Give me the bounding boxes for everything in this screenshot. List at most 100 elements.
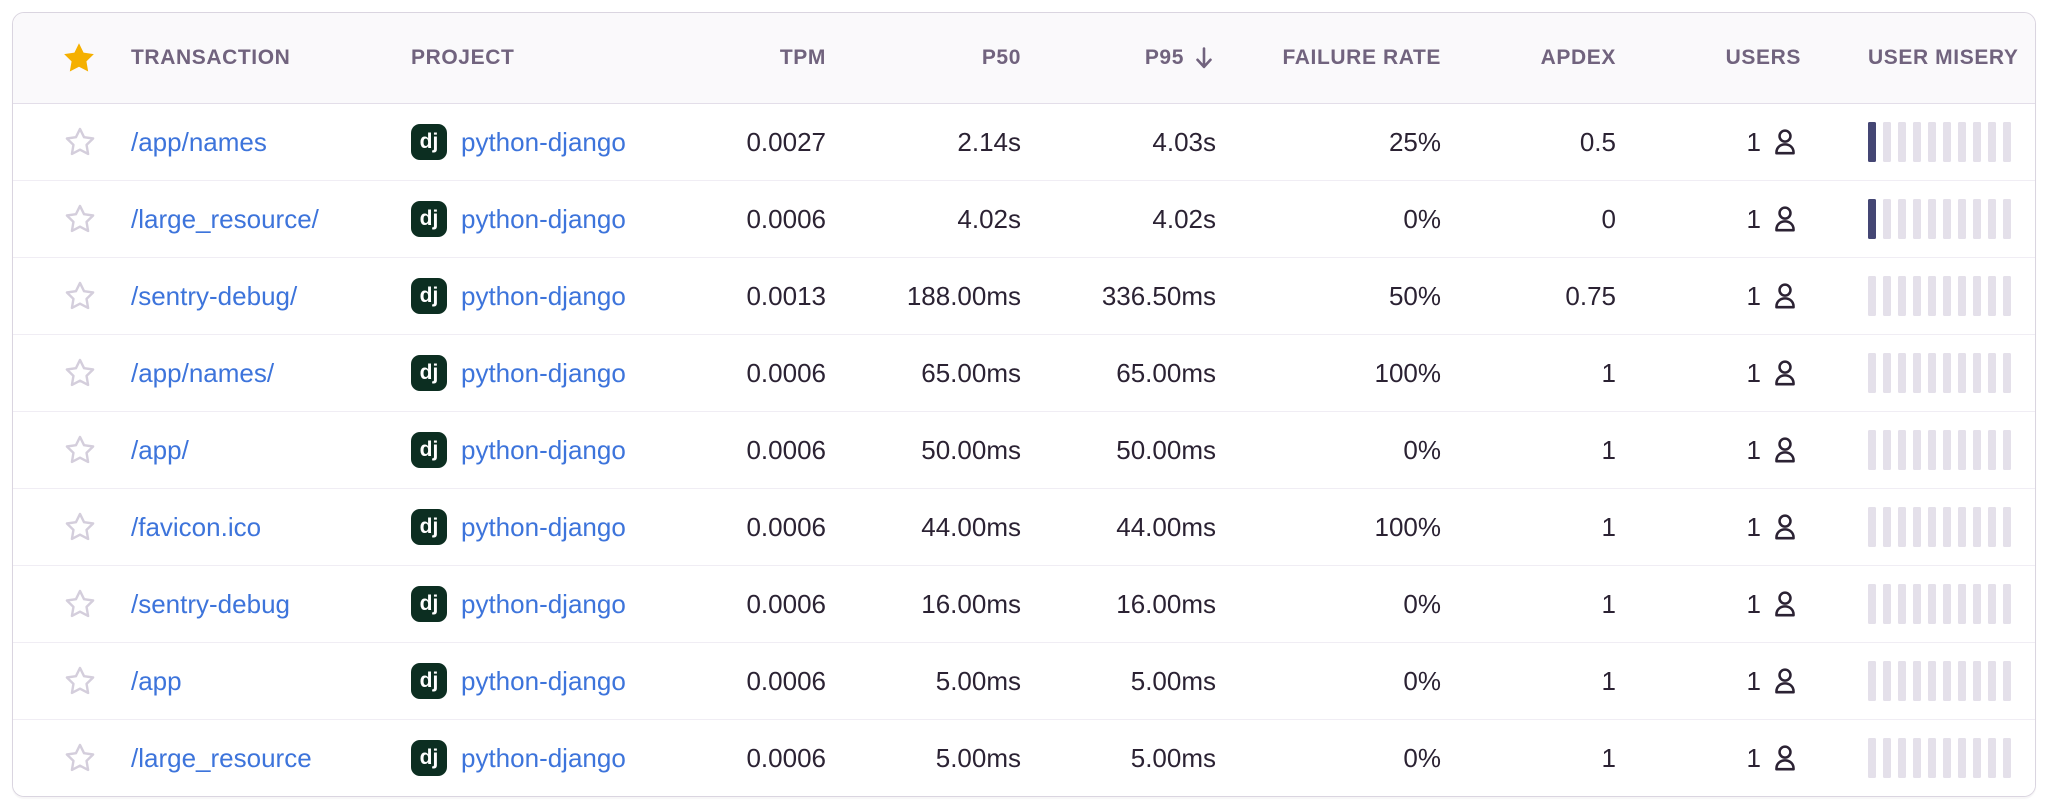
favorite-star-button[interactable] [63, 356, 97, 390]
misery-segment [1928, 276, 1936, 316]
project-link[interactable]: python-django [461, 434, 626, 465]
project-link[interactable]: python-django [461, 280, 626, 311]
misery-segment [1913, 507, 1921, 547]
favorite-star-button[interactable] [63, 664, 97, 698]
transaction-link[interactable]: /favicon.ico [131, 511, 262, 542]
tpm-value: 0.0006 [746, 434, 826, 465]
misery-segment [1958, 661, 1966, 701]
tpm-value: 0.0006 [746, 665, 826, 696]
favorites-column-header [13, 40, 103, 76]
p50-value: 16.00ms [921, 588, 1021, 619]
p50-value: 4.02s [957, 203, 1021, 234]
misery-segment [1898, 507, 1906, 547]
misery-segment [1898, 738, 1906, 778]
column-header-apdex[interactable]: APDEX [1540, 46, 1616, 69]
user-misery-bar [1868, 199, 2035, 239]
user-misery-bar [1868, 738, 2035, 778]
column-header-failure-rate[interactable]: FAILURE RATE [1282, 46, 1441, 69]
failure-rate-value: 0% [1403, 203, 1441, 234]
misery-segment [1988, 199, 1996, 239]
misery-segment [1988, 507, 1996, 547]
user-icon [1769, 742, 1801, 774]
tpm-value: 0.0006 [746, 357, 826, 388]
misery-segment [1868, 430, 1876, 470]
django-platform-icon: dj [411, 124, 447, 160]
misery-segment [1883, 507, 1891, 547]
column-header-users[interactable]: USERS [1725, 46, 1801, 69]
misery-segment [1868, 738, 1876, 778]
misery-segment [1928, 122, 1936, 162]
misery-segment [1958, 122, 1966, 162]
misery-segment [1973, 276, 1981, 316]
project-link[interactable]: python-django [461, 588, 626, 619]
column-header-p50[interactable]: P50 [981, 46, 1021, 69]
transaction-link[interactable]: /app [131, 665, 182, 696]
p50-value: 50.00ms [921, 434, 1021, 465]
table-row: /sentry-debug dj python-django 0.0006 16… [13, 566, 2035, 643]
failure-rate-value: 0% [1403, 742, 1441, 773]
project-link[interactable]: python-django [461, 742, 626, 773]
transaction-link[interactable]: /app/ [131, 434, 189, 465]
misery-segment [1943, 584, 1951, 624]
user-icon [1769, 588, 1801, 620]
table-row: /app/ dj python-django 0.0006 50.00ms 50… [13, 412, 2035, 489]
project-link[interactable]: python-django [461, 203, 626, 234]
failure-rate-value: 0% [1403, 434, 1441, 465]
transaction-link[interactable]: /sentry-debug [131, 588, 290, 619]
misery-segment [1913, 122, 1921, 162]
favorite-star-button[interactable] [63, 587, 97, 621]
misery-segment [1913, 738, 1921, 778]
column-header-transaction[interactable]: TRANSACTION [131, 46, 291, 69]
project-link[interactable]: python-django [461, 665, 626, 696]
project-link[interactable]: python-django [461, 511, 626, 542]
star-filled-icon [61, 40, 97, 76]
misery-segment [1928, 584, 1936, 624]
apdex-value: 0.5 [1579, 126, 1616, 157]
transaction-link[interactable]: /app/names/ [131, 357, 275, 388]
failure-rate-value: 100% [1374, 511, 1442, 542]
django-platform-icon: dj [411, 201, 447, 237]
apdex-value: 1 [1601, 665, 1616, 696]
misery-segment [1988, 738, 1996, 778]
column-header-tpm[interactable]: TPM [779, 46, 826, 69]
favorite-star-button[interactable] [63, 433, 97, 467]
misery-segment [2003, 122, 2011, 162]
table-body: /app/names dj python-django 0.0027 2.14s… [13, 104, 2035, 796]
users-count: 1 [1746, 203, 1761, 234]
column-header-p95[interactable]: P95 [1033, 45, 1228, 71]
misery-segment [1913, 584, 1921, 624]
favorite-star-button[interactable] [63, 279, 97, 313]
misery-segment [2003, 584, 2011, 624]
column-header-project[interactable]: PROJECT [411, 46, 515, 69]
table-row: /large_resource/ dj python-django 0.0006… [13, 181, 2035, 258]
misery-segment [1928, 507, 1936, 547]
misery-segment [1928, 199, 1936, 239]
apdex-value: 1 [1601, 588, 1616, 619]
django-platform-icon: dj [411, 586, 447, 622]
user-misery-bar [1868, 353, 2035, 393]
p95-value: 336.50ms [1101, 280, 1216, 311]
p95-value: 5.00ms [1130, 742, 1216, 773]
misery-segment [1958, 353, 1966, 393]
table-row: /favicon.ico dj python-django 0.0006 44.… [13, 489, 2035, 566]
misery-segment [1988, 584, 1996, 624]
favorite-star-button[interactable] [63, 510, 97, 544]
failure-rate-value: 0% [1403, 665, 1441, 696]
transaction-link[interactable]: /large_resource/ [131, 203, 319, 234]
project-link[interactable]: python-django [461, 126, 626, 157]
misery-segment [1913, 661, 1921, 701]
transaction-link[interactable]: /sentry-debug/ [131, 280, 298, 311]
favorite-star-button[interactable] [63, 125, 97, 159]
p50-value: 5.00ms [935, 742, 1021, 773]
project-link[interactable]: python-django [461, 357, 626, 388]
transaction-link[interactable]: /large_resource [131, 742, 312, 773]
column-header-user-misery[interactable]: USER MISERY [1868, 46, 2019, 69]
apdex-value: 1 [1601, 357, 1616, 388]
user-icon [1769, 434, 1801, 466]
failure-rate-value: 0% [1403, 588, 1441, 619]
django-platform-icon: dj [411, 432, 447, 468]
transaction-link[interactable]: /app/names [131, 126, 267, 157]
favorite-star-button[interactable] [63, 202, 97, 236]
table-row: /app/names/ dj python-django 0.0006 65.0… [13, 335, 2035, 412]
favorite-star-button[interactable] [63, 741, 97, 775]
